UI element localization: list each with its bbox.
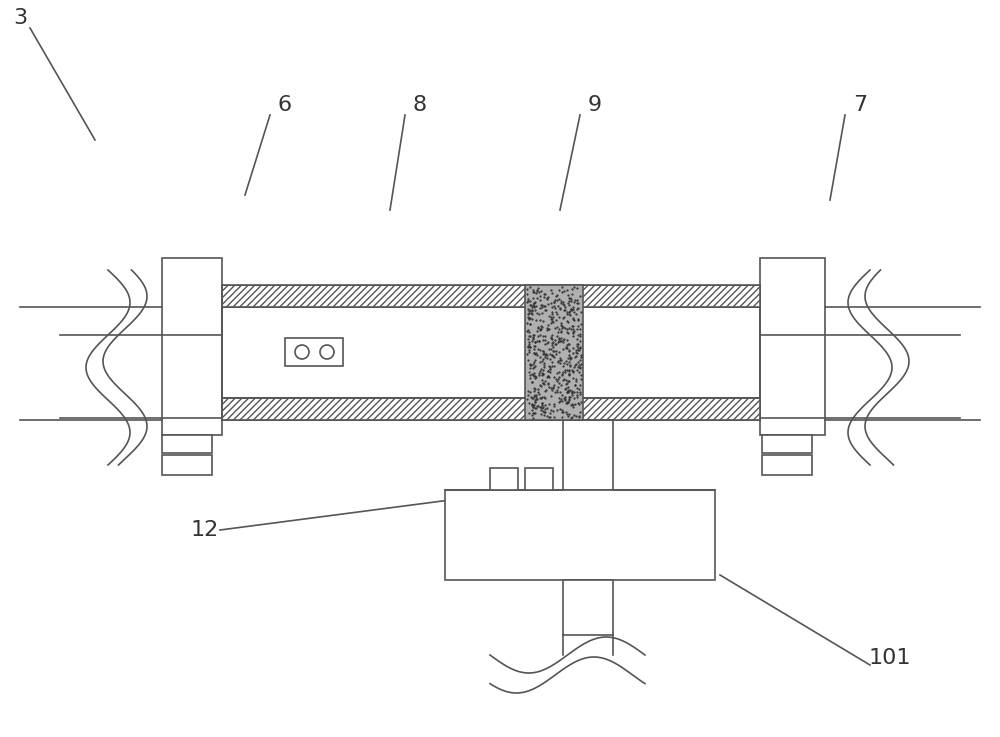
Bar	[162, 435, 212, 453]
Text: 3: 3	[13, 8, 27, 28]
Bar	[762, 455, 812, 475]
Bar	[762, 435, 812, 453]
Bar	[222, 398, 760, 420]
Bar	[162, 455, 212, 475]
Bar	[162, 258, 222, 435]
Bar	[525, 285, 583, 420]
Bar	[285, 338, 343, 366]
Text: 7: 7	[853, 95, 867, 115]
Bar	[222, 307, 760, 398]
Bar	[760, 258, 825, 435]
Circle shape	[295, 345, 309, 359]
Bar	[445, 490, 715, 580]
Text: 12: 12	[191, 520, 219, 540]
Bar	[563, 580, 613, 635]
Text: 9: 9	[588, 95, 602, 115]
Text: 101: 101	[869, 648, 911, 668]
Text: 8: 8	[413, 95, 427, 115]
Bar	[525, 468, 553, 490]
Circle shape	[320, 345, 334, 359]
Bar	[222, 285, 760, 307]
Text: 6: 6	[278, 95, 292, 115]
Bar	[490, 468, 518, 490]
Bar	[563, 420, 613, 490]
